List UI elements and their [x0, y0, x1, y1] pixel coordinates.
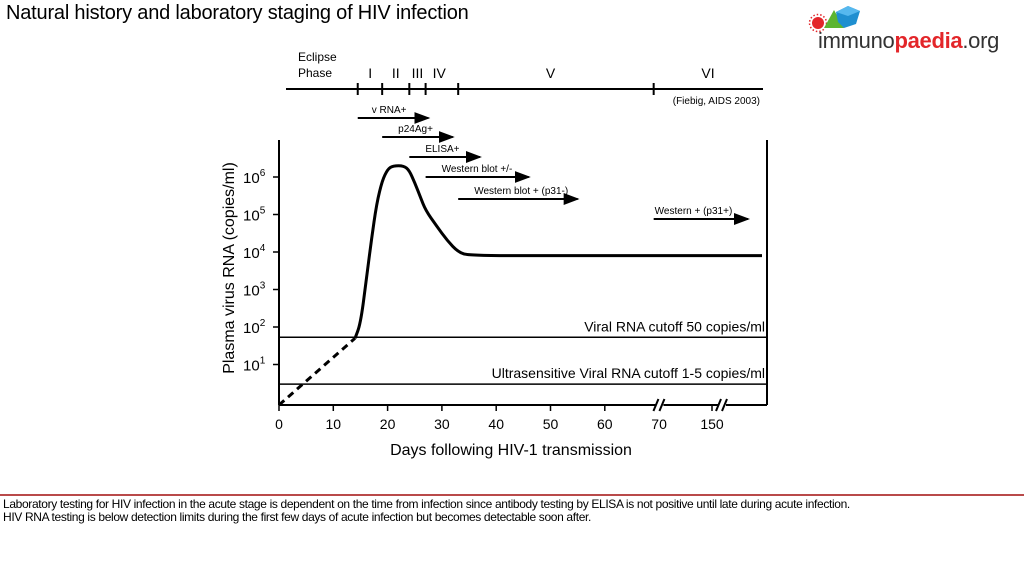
logo-cubes-icon	[808, 6, 860, 33]
x-axis-label: Days following HIV-1 transmission	[390, 442, 632, 459]
axis-break-gap	[655, 399, 664, 411]
stage-label: VI	[701, 65, 714, 81]
test-arrow-label: ELISA+	[425, 144, 459, 155]
axis-break-gap	[718, 399, 726, 411]
y-tick-label: 101	[243, 356, 266, 375]
caption-line: Laboratory testing for HIV infection in …	[3, 497, 850, 511]
x-tick-label: 30	[434, 416, 450, 432]
y-tick-label: 106	[243, 168, 266, 187]
x-tick-label: 40	[488, 416, 504, 432]
stage-label: I	[368, 65, 372, 81]
stage-label: IV	[433, 65, 447, 81]
y-tick-label: 104	[243, 243, 266, 262]
stage-label: III	[412, 65, 424, 81]
caption-divider	[0, 494, 1024, 496]
test-arrow-label: p24Ag+	[398, 124, 433, 135]
y-tick-label: 105	[243, 206, 266, 225]
y-axis-label: Plasma virus RNA (copies/ml)	[221, 162, 238, 374]
x-tick-label: 150	[700, 416, 724, 432]
viral-load-dashed-line	[278, 337, 356, 407]
cutoff-label: Viral RNA cutoff 50 copies/ml	[584, 318, 765, 334]
test-arrow-label: Western blot +/-	[442, 164, 513, 175]
x-tick-label: 20	[380, 416, 396, 432]
slide-title: Natural history and laboratory staging o…	[6, 2, 469, 24]
immunopaedia-logo: immunopaedia.org	[808, 4, 1022, 56]
citation: (Fiebig, AIDS 2003)	[673, 96, 760, 107]
test-arrow-label: Western blot + (p31-)	[474, 186, 568, 197]
eclipse-phase-label: Phase	[298, 66, 332, 80]
viral-load-curve	[353, 164, 763, 340]
eclipse-phase-label: Eclipse	[298, 50, 337, 64]
caption-line: HIV RNA testing is below detection limit…	[3, 510, 591, 524]
axis-break-mark	[721, 398, 728, 412]
axis-break-mark	[715, 398, 722, 412]
x-tick-label: 0	[275, 416, 283, 432]
slide-caption: Laboratory testing for HIV infection in …	[3, 498, 850, 524]
stage-label: II	[392, 65, 400, 81]
axis-break-mark	[652, 398, 660, 412]
y-tick-label: 103	[243, 281, 266, 300]
x-tick-label: 60	[597, 416, 613, 432]
logo-text: immunopaedia.org	[818, 28, 1000, 53]
x-tick-label: 70	[651, 416, 667, 432]
y-tick-label: 102	[243, 318, 266, 337]
stage-label: V	[546, 65, 556, 81]
x-tick-label: 10	[326, 416, 342, 432]
test-arrow-label: Western + (p31+)	[655, 206, 733, 217]
axis-break-mark	[658, 398, 666, 412]
x-tick-label: 50	[543, 416, 559, 432]
cutoff-label: Ultrasensitive Viral RNA cutoff 1-5 copi…	[492, 365, 765, 381]
test-arrow-label: v RNA+	[372, 105, 407, 116]
